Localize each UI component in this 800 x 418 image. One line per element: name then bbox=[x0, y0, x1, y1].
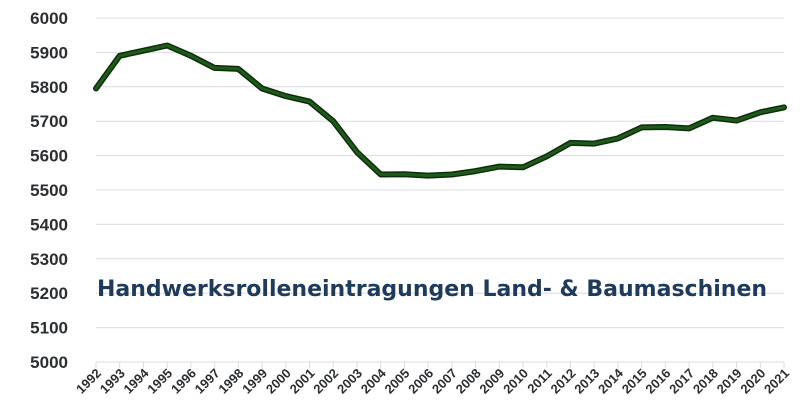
x-tick-label: 2017 bbox=[666, 366, 697, 397]
y-tick-label: 5400 bbox=[30, 215, 68, 234]
data-point bbox=[688, 127, 690, 130]
y-tick-label: 5100 bbox=[30, 319, 68, 338]
data-point bbox=[712, 116, 714, 119]
x-tick-label: 2019 bbox=[714, 366, 745, 397]
data-point bbox=[640, 126, 643, 129]
x-tick-label: 2003 bbox=[334, 366, 365, 397]
y-tick-label: 5200 bbox=[30, 284, 68, 303]
y-tick-label: 5000 bbox=[30, 353, 68, 372]
data-point bbox=[593, 142, 596, 145]
x-tick-label: 2001 bbox=[287, 366, 318, 397]
data-point bbox=[261, 87, 263, 90]
data-point bbox=[166, 44, 168, 47]
x-tick-label: 1995 bbox=[144, 366, 175, 397]
y-axis-ticks: 5000 5100 5200 5300 5400 5500 5600 5700 5800 5900… bbox=[30, 9, 68, 372]
data-point bbox=[427, 174, 429, 177]
data-point bbox=[356, 151, 358, 153]
data-point bbox=[118, 55, 121, 57]
x-tick-label: 2020 bbox=[737, 366, 768, 397]
x-tick-label: 1996 bbox=[168, 366, 199, 397]
data-point bbox=[735, 119, 738, 122]
x-tick-label: 1999 bbox=[239, 366, 270, 397]
data-point bbox=[617, 137, 619, 140]
y-tick-label: 5900 bbox=[30, 43, 68, 62]
data-point bbox=[403, 173, 406, 175]
data-point bbox=[284, 95, 287, 97]
x-tick-label: 2015 bbox=[619, 366, 650, 397]
data-point bbox=[783, 106, 785, 109]
x-tick-label: 2002 bbox=[310, 366, 341, 397]
x-tick-label: 1997 bbox=[192, 366, 223, 397]
data-point bbox=[545, 155, 548, 158]
y-tick-label: 5600 bbox=[30, 147, 68, 166]
y-tick-label: 6000 bbox=[30, 9, 68, 28]
x-tick-label: 2006 bbox=[405, 366, 436, 397]
x-tick-label: 2021 bbox=[761, 366, 792, 397]
series-layer bbox=[93, 42, 787, 179]
x-tick-label: 2013 bbox=[571, 366, 602, 397]
x-tick-label: 1992 bbox=[73, 366, 104, 397]
x-tick-label: 2012 bbox=[548, 366, 579, 397]
x-tick-label: 2004 bbox=[358, 365, 390, 397]
x-tick-label: 2000 bbox=[263, 366, 294, 397]
x-tick-label: 2018 bbox=[690, 366, 721, 397]
x-axis-ticks: 1992199319941995199619971998199920002001… bbox=[73, 362, 792, 397]
x-tick-label: 1993 bbox=[97, 366, 128, 397]
data-point bbox=[664, 126, 667, 128]
data-point bbox=[213, 67, 216, 69]
data-point bbox=[451, 173, 453, 176]
data-point bbox=[95, 87, 97, 90]
x-tick-label: 2009 bbox=[476, 366, 507, 397]
x-tick-label: 2014 bbox=[595, 365, 627, 397]
data-point bbox=[569, 142, 572, 144]
gridlines bbox=[96, 17, 784, 363]
x-tick-label: 2007 bbox=[429, 366, 460, 397]
x-tick-label: 2010 bbox=[500, 366, 531, 397]
x-tick-label: 2011 bbox=[524, 366, 555, 397]
x-tick-label: 1994 bbox=[121, 365, 153, 397]
data-point bbox=[522, 166, 524, 169]
x-tick-label: 2016 bbox=[642, 366, 673, 397]
data-point bbox=[498, 165, 501, 168]
data-point bbox=[308, 100, 311, 103]
data-point bbox=[759, 111, 762, 114]
data-point bbox=[474, 170, 477, 172]
chart-title: Handwerksrolleneintragungen Land- & Baum… bbox=[97, 277, 767, 302]
data-point bbox=[332, 120, 335, 122]
y-tick-label: 5500 bbox=[30, 181, 68, 200]
y-tick-label: 5800 bbox=[30, 78, 68, 97]
x-tick-label: 2008 bbox=[453, 366, 484, 397]
y-tick-label: 5300 bbox=[30, 250, 68, 269]
data-point bbox=[237, 68, 240, 70]
data-point bbox=[190, 55, 192, 57]
data-point bbox=[379, 173, 382, 176]
series-line bbox=[94, 44, 786, 178]
x-tick-label: 2005 bbox=[381, 366, 412, 397]
data-point bbox=[142, 49, 145, 52]
y-tick-label: 5700 bbox=[30, 112, 68, 131]
x-tick-label: 1998 bbox=[215, 366, 246, 397]
